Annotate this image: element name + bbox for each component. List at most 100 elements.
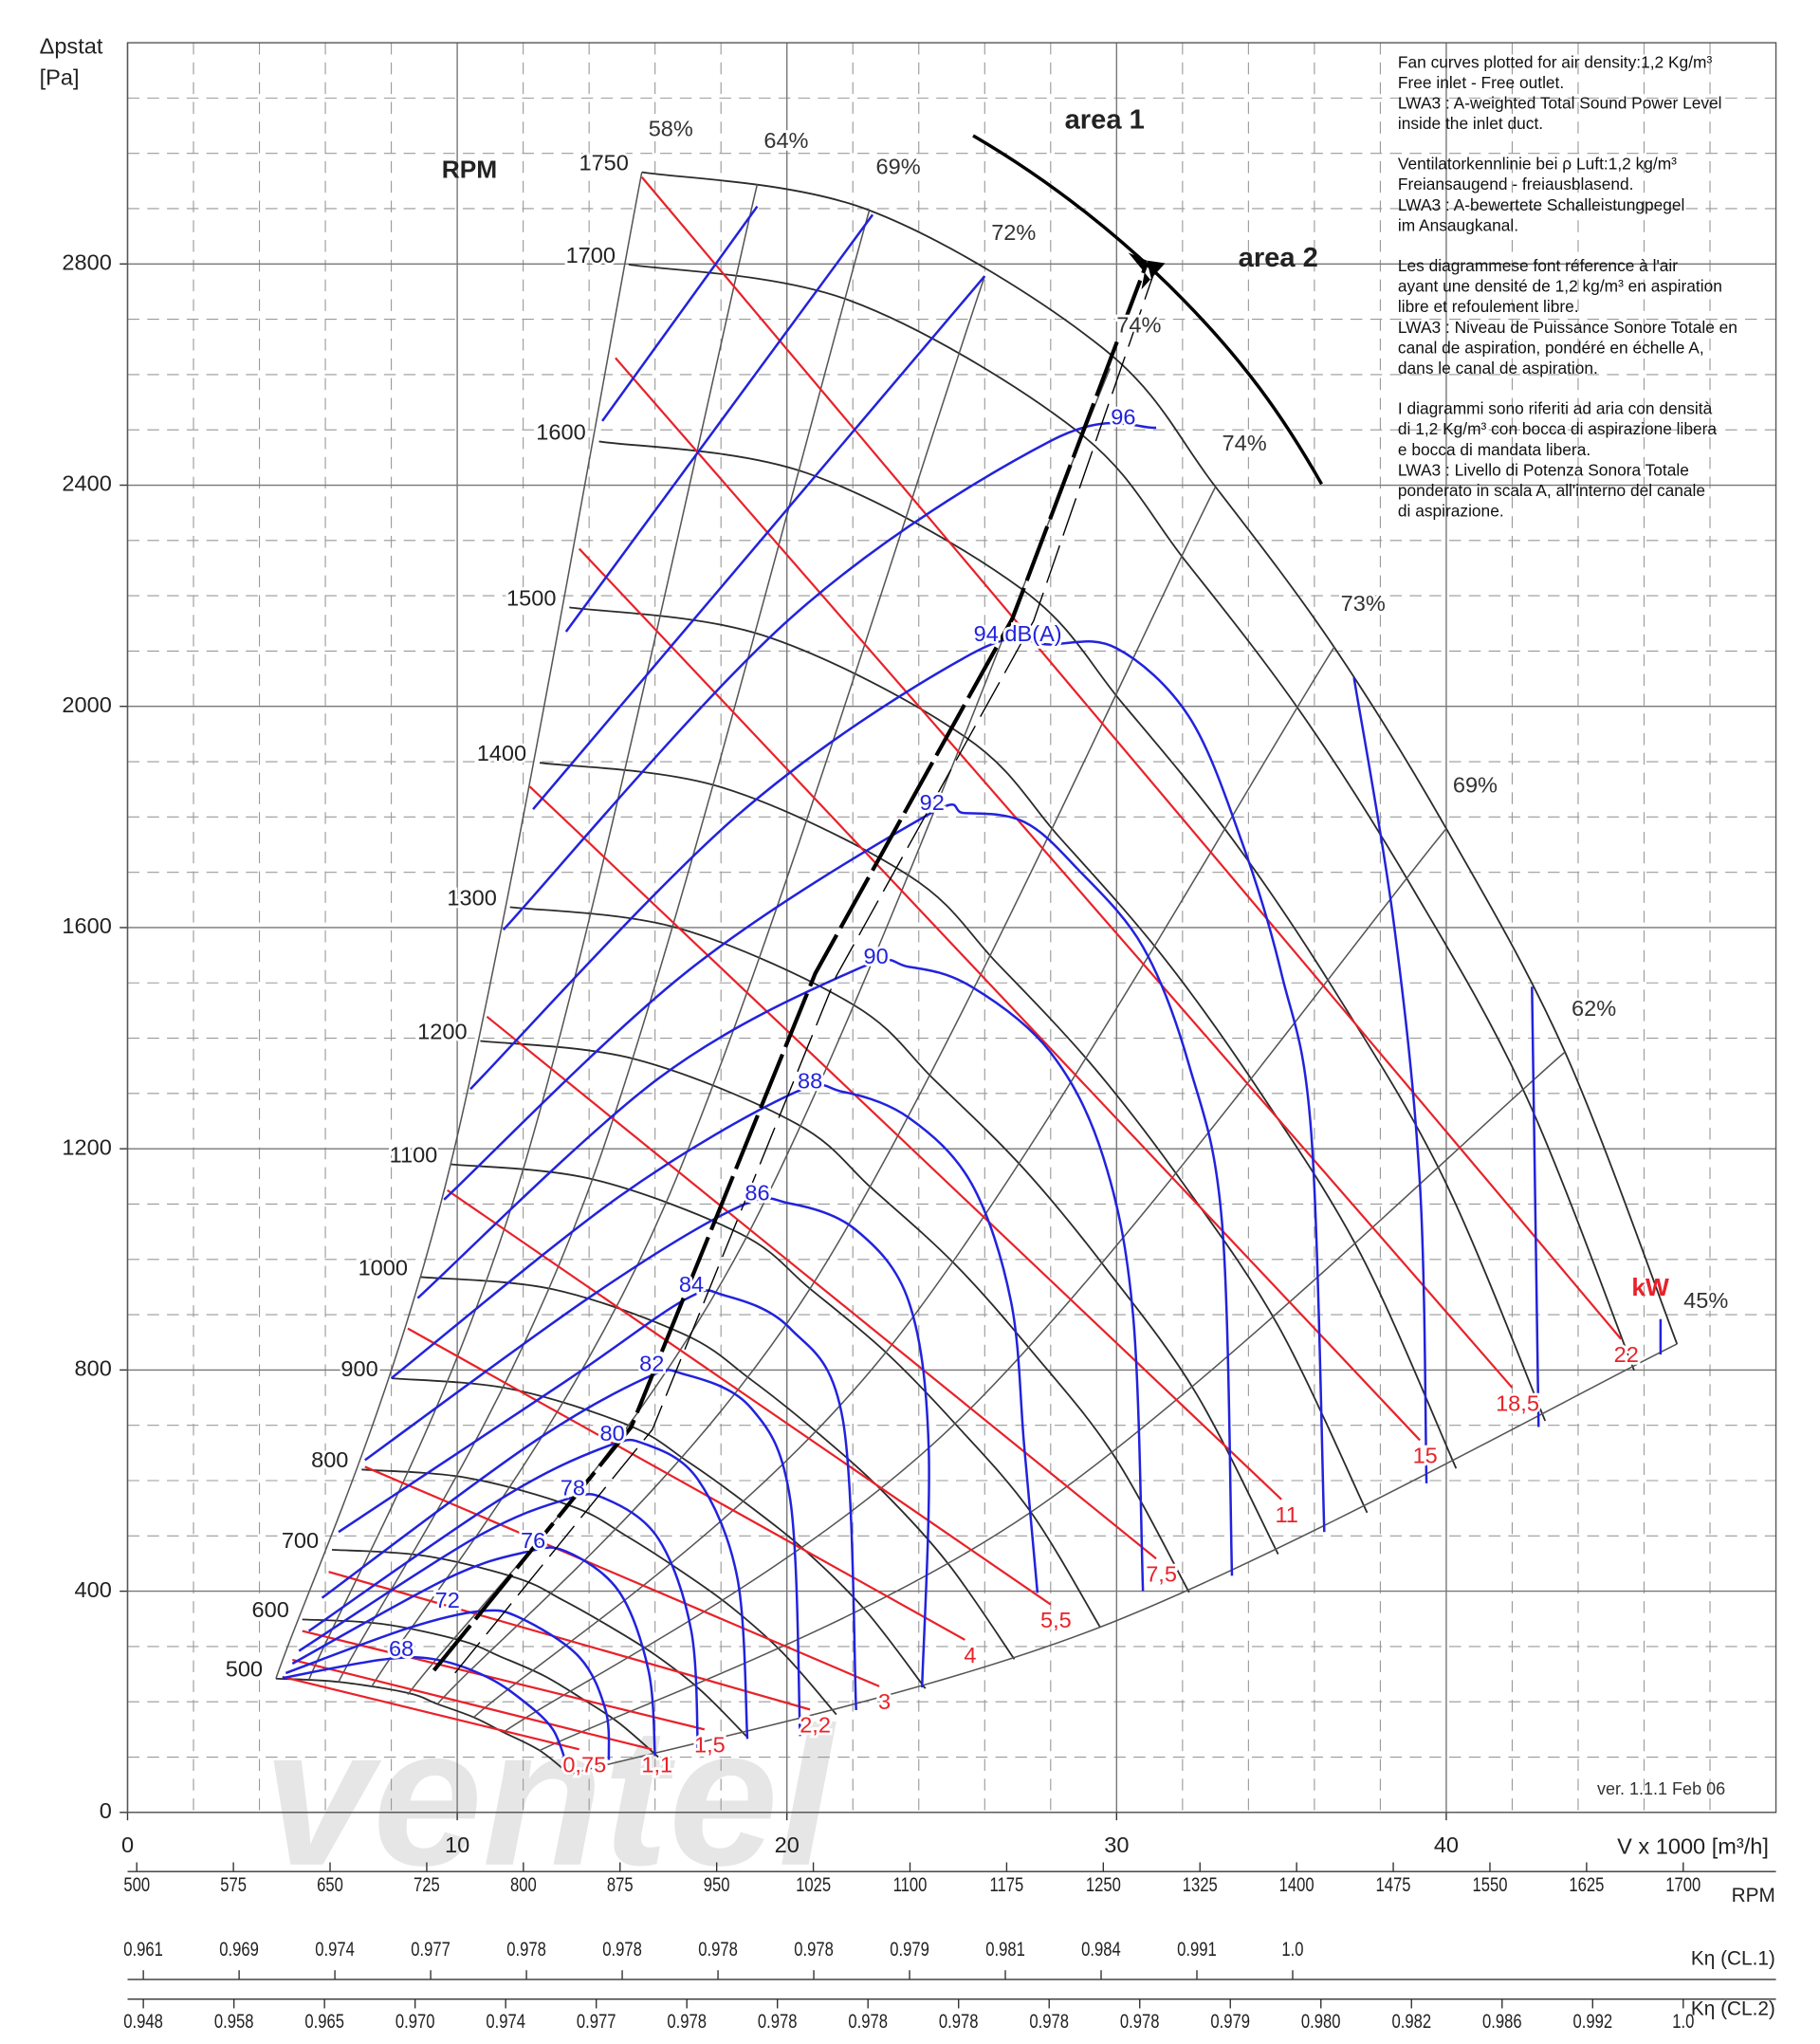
note-line: ponderato in scala A, all'interno del ca… <box>1398 481 1705 500</box>
efficiency-line-label: 69% <box>1453 772 1498 797</box>
scale-label: 0.979 <box>890 1938 929 1960</box>
sound-curve <box>532 275 1540 1427</box>
efficiency-line-label: 74% <box>1116 312 1161 337</box>
scale-label: 0.981 <box>985 1938 1025 1960</box>
sound-curve-label: 86 <box>745 1180 769 1205</box>
scale-label: 575 <box>220 1873 247 1895</box>
efficiency-line <box>539 1051 1566 1752</box>
rpm-curve <box>302 1618 659 1759</box>
rpm-curve-label: 1750 <box>579 150 628 175</box>
scale-label: 725 <box>414 1873 440 1895</box>
power-line <box>282 1675 579 1751</box>
sound-curve <box>390 1083 1039 1593</box>
power-line-label: 11 <box>1275 1502 1297 1527</box>
scale-label: 0.977 <box>577 2010 616 2032</box>
rpm-curve-label: 900 <box>340 1356 377 1381</box>
note-line: Freiansaugend - freiausblasend. <box>1398 175 1634 193</box>
scale-label: 0.958 <box>214 2010 254 2032</box>
sound-curve <box>601 205 759 422</box>
scale-label: 0.982 <box>1391 2010 1431 2032</box>
scale-label: 0.978 <box>698 1938 738 1960</box>
power-line-label: 7,5 <box>1146 1561 1177 1586</box>
note-line: libre et refoulement libre. <box>1398 297 1579 316</box>
power-line <box>578 547 1421 1442</box>
power-line <box>528 785 1282 1501</box>
plot-frame <box>126 42 1777 1814</box>
area-label: area 2 <box>1239 243 1318 273</box>
note-line: Free inlet - Free outlet. <box>1398 73 1564 92</box>
power-line-label: 4 <box>964 1643 976 1667</box>
rpm-curve <box>628 263 1635 1372</box>
scale-label: 0.974 <box>486 2010 525 2032</box>
note-line: e bocca di mandata libera. <box>1398 440 1590 459</box>
y-axis-label: Δpstat <box>40 33 103 58</box>
power-line-label: 1,1 <box>641 1753 672 1777</box>
rpm-curve-label: 1600 <box>536 419 585 444</box>
sound-curve-label: 80 <box>599 1421 624 1446</box>
note-line: di aspirazione. <box>1398 502 1504 521</box>
power-line <box>328 1571 811 1711</box>
scale-label: 1175 <box>990 1873 1024 1895</box>
sound-curve <box>285 1609 611 1760</box>
power-line <box>486 1015 1157 1560</box>
scale-label: 500 <box>123 1873 150 1895</box>
scale-label: 1100 <box>893 1873 928 1895</box>
scale-label: 0.961 <box>123 1938 163 1960</box>
power-line-label: 15 <box>1413 1444 1438 1468</box>
note-line: im Ansaugkanal. <box>1398 215 1518 234</box>
scale-label: 0.970 <box>395 2010 435 2032</box>
rpm-curve <box>598 440 1547 1422</box>
scale-label: 875 <box>607 1873 634 1895</box>
efficiency-line <box>503 828 1447 1733</box>
scale-label: 0.978 <box>506 1938 546 1960</box>
scale-label: 1550 <box>1472 1873 1507 1895</box>
x-tick-label: 0 <box>121 1832 134 1857</box>
note-line: LWA3 : A-bewertete Schalleistungpegel <box>1398 195 1684 214</box>
note-line: Ventilatorkennlinie bei ρ Luft:1,2 kg/m³ <box>1398 155 1677 174</box>
scale-label: 800 <box>510 1873 537 1895</box>
efficiency-line-label: 58% <box>649 116 693 140</box>
version: ver. 1.1.1 Feb 06 <box>1597 1779 1725 1798</box>
efficiency-line <box>436 486 1217 1705</box>
scale-label: 0.978 <box>848 2010 888 2032</box>
power-line <box>615 357 1514 1389</box>
x-tick-label: 40 <box>1434 1832 1459 1857</box>
sound-curve-label: 78 <box>561 1476 585 1501</box>
rpm-curve <box>391 1377 927 1689</box>
power-line-label: 2,2 <box>800 1713 831 1738</box>
sound-curve-label: 94 dB(A) <box>974 621 1062 646</box>
area-arrow <box>1128 252 1166 290</box>
grid <box>119 42 1777 1821</box>
scale-label: 950 <box>704 1873 730 1895</box>
scale-label: 0.948 <box>123 2010 163 2032</box>
power-unit: kW <box>1631 1273 1669 1301</box>
rpm-curve-label: 1200 <box>417 1019 467 1043</box>
scale-label: 0.978 <box>794 1938 834 1960</box>
note-line: I diagrammi sono riferiti ad aria con de… <box>1398 398 1713 417</box>
sound-curve <box>298 1493 700 1753</box>
rpm-title: RPM <box>442 155 498 183</box>
scale-label: 0.978 <box>602 1938 642 1960</box>
rpm-curve <box>420 1276 1016 1660</box>
scale-label: 1.0 <box>1281 1938 1303 1960</box>
scale-label: 0.980 <box>1301 2010 1341 2032</box>
power-line-label: 1,5 <box>694 1733 726 1758</box>
rpm-curve-label: 600 <box>252 1597 289 1622</box>
sound-curve <box>338 1289 857 1711</box>
sound-curve-label: 68 <box>389 1636 414 1661</box>
y-tick-label: 2800 <box>62 250 111 275</box>
power-line-label: 22 <box>1614 1342 1639 1367</box>
rpm-curve <box>539 762 1369 1514</box>
scale-label: 1700 <box>1665 1873 1701 1895</box>
scale-label: 0.978 <box>1120 2010 1160 2032</box>
note-line: Fan curves plotted for air density:1,2 K… <box>1398 52 1713 71</box>
scale-label: 0.979 <box>1210 2010 1250 2032</box>
x-tick-label: 10 <box>445 1832 469 1857</box>
efficiency-line-label: 62% <box>1572 996 1616 1021</box>
sound-curve-label: 76 <box>521 1528 545 1553</box>
sound-curve <box>416 958 1145 1592</box>
scale-label: 1625 <box>1569 1873 1604 1895</box>
scale-label: 0.978 <box>939 2010 979 2032</box>
note-line: LWA3 : Niveau de Puissance Sonore Totale… <box>1398 318 1737 337</box>
